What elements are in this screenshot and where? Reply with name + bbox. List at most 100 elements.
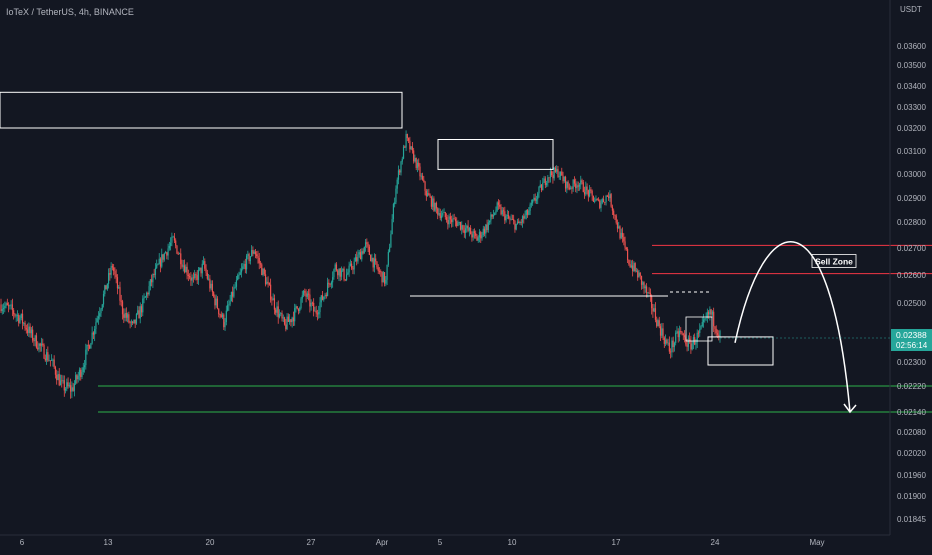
candle-body — [568, 187, 570, 189]
candle-body — [683, 335, 686, 338]
candle-body — [308, 293, 310, 295]
candle-body — [344, 279, 346, 281]
candle-body — [606, 195, 608, 197]
candle-body — [142, 298, 144, 313]
candle-body — [714, 326, 716, 329]
candle-body — [126, 314, 129, 318]
candle-body — [582, 182, 584, 192]
candle-body — [294, 308, 296, 322]
candle-body — [425, 190, 427, 197]
candle-body — [715, 328, 717, 334]
candle-body — [95, 322, 97, 329]
candle-body — [491, 214, 493, 217]
candle-body — [42, 343, 44, 345]
candle-body — [445, 217, 448, 220]
candle-body — [158, 258, 160, 265]
candle-body — [456, 221, 458, 227]
candle-body — [528, 210, 530, 215]
candle-body — [452, 218, 454, 223]
candle-body — [35, 335, 38, 348]
candle-body — [87, 344, 89, 346]
candle-body — [267, 281, 269, 283]
candle-body — [176, 245, 178, 254]
candle-body — [562, 175, 564, 182]
x-tick-label: 27 — [307, 538, 316, 547]
candle-body — [21, 313, 24, 324]
candle-body — [275, 309, 277, 313]
candle-body — [229, 300, 231, 305]
candle-body — [340, 270, 343, 277]
candle-body — [533, 197, 535, 200]
arrow-head — [843, 403, 857, 414]
candle-body — [7, 305, 10, 307]
x-tick-label: 13 — [104, 538, 113, 547]
candle-body — [404, 146, 406, 148]
candle-body — [518, 221, 520, 224]
candle-body — [370, 254, 372, 262]
candle-body — [240, 269, 243, 273]
candle-body — [124, 313, 126, 318]
candle-body — [272, 298, 274, 301]
zone-box — [707, 336, 774, 366]
y-tick-label: 0.02220 — [897, 382, 926, 391]
candle-body — [289, 319, 291, 322]
candle-body — [348, 265, 350, 273]
candle-body — [237, 275, 239, 281]
candle-body — [306, 293, 308, 297]
candle-body — [199, 267, 201, 270]
candle-body — [30, 329, 32, 334]
candle-body — [52, 359, 54, 361]
candle-body — [39, 343, 41, 346]
candle-body — [529, 204, 531, 211]
candle-body — [367, 243, 369, 247]
candle-body — [554, 167, 557, 172]
candle-body — [643, 282, 645, 289]
candle-body — [489, 220, 491, 223]
candle-body — [401, 158, 403, 162]
candle-body — [400, 161, 402, 173]
x-tick-label: 20 — [206, 538, 215, 547]
candle-body — [499, 204, 501, 207]
candle-body — [632, 265, 634, 272]
candle-body — [19, 317, 21, 323]
candle-body — [110, 266, 112, 275]
candle-body — [75, 375, 77, 384]
candle-body — [409, 140, 411, 150]
candle-body — [540, 184, 543, 191]
candle-body — [573, 179, 576, 184]
candle-body — [119, 287, 121, 301]
candle-body — [6, 303, 8, 306]
candle-body — [705, 318, 707, 319]
candle-body — [677, 331, 679, 338]
candle-body — [192, 277, 195, 279]
candle-body — [591, 190, 593, 196]
candle-body — [330, 282, 332, 285]
y-tick-label: 0.03000 — [897, 170, 926, 179]
candle-body — [78, 369, 81, 376]
candle-body — [652, 308, 654, 312]
candle-body — [151, 279, 153, 283]
candle-body — [148, 286, 150, 295]
candle-body — [480, 232, 482, 239]
candle-body — [25, 328, 27, 330]
candle-body — [368, 246, 370, 255]
candle-body — [668, 342, 670, 352]
candle-body — [57, 374, 59, 381]
candle-body — [654, 308, 657, 320]
candle-body — [476, 235, 478, 241]
candle-body — [263, 268, 265, 275]
time-axis: 6 13 20 27 Apr 5 10 17 24 May — [20, 538, 825, 547]
candle-body — [81, 372, 83, 378]
candle-body — [614, 214, 616, 216]
candle-body — [202, 261, 205, 264]
candle-body — [708, 312, 710, 315]
candle-body — [375, 258, 377, 262]
candle-body — [497, 202, 500, 205]
candle-body — [196, 275, 198, 280]
candle-body — [106, 283, 108, 290]
symbol-title: IoTeX / TetherUS, 4h, BINANCE — [6, 7, 134, 17]
candle-body — [619, 226, 621, 239]
candle-body — [343, 268, 345, 280]
